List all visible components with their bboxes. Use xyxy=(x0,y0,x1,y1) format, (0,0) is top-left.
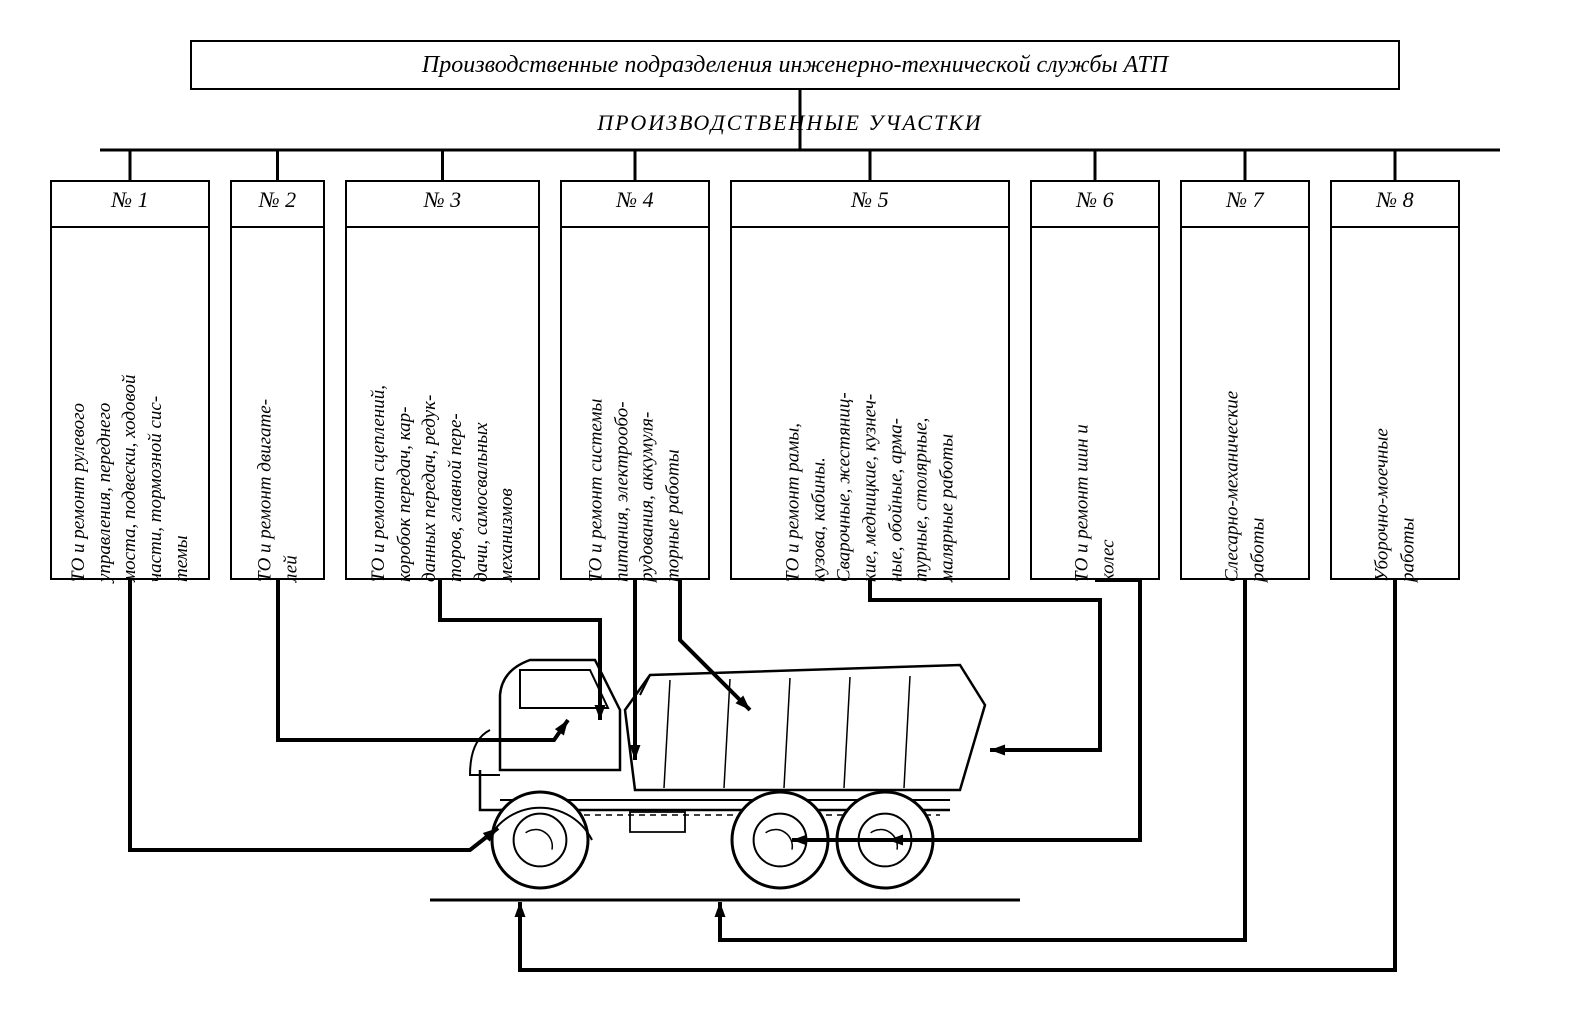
section-header: № 5 xyxy=(732,182,1008,228)
section-header: № 2 xyxy=(232,182,323,228)
section-box-s8: № 8 Уборочно-моечные работы xyxy=(1330,180,1460,580)
diagram-canvas: Производственные подразделения инженерно… xyxy=(20,20,1572,990)
section-body: Слесарно-механические работы xyxy=(1182,228,1308,588)
section-box-s7: № 7 Слесарно-механические работы xyxy=(1180,180,1310,580)
section-box-s2: № 2 ТО и ремонт двигате- лей xyxy=(230,180,325,580)
section-body-text: ТО и ремонт системы питания, электрообо-… xyxy=(584,234,687,582)
section-header: № 4 xyxy=(562,182,708,228)
section-body-text: ТО и ремонт шин и колес xyxy=(1069,234,1120,582)
section-body-text: ТО и ремонт рамы, кузова, кабины. Свароч… xyxy=(780,234,959,582)
section-header: № 7 xyxy=(1182,182,1308,228)
section-box-s1: № 1 ТО и ремонт рулевого управления, пере… xyxy=(50,180,210,580)
section-body: ТО и ремонт шин и колес xyxy=(1032,228,1158,588)
section-header: № 6 xyxy=(1032,182,1158,228)
section-box-s4: № 4 ТО и ремонт системы питания, электроо… xyxy=(560,180,710,580)
main-title-text: Производственные подразделения инженерно… xyxy=(422,52,1168,79)
section-header: № 3 xyxy=(347,182,538,228)
subtitle-text: ПРОИЗВОДСТВЕННЫЕ УЧАСТКИ xyxy=(597,110,982,135)
section-body: ТО и ремонт двигате- лей xyxy=(232,228,323,588)
section-box-s5: № 5 ТО и ремонт рамы, кузова, кабины. Сва… xyxy=(730,180,1010,580)
section-body: ТО и ремонт системы питания, электрообо-… xyxy=(562,228,708,588)
section-body-text: Уборочно-моечные работы xyxy=(1369,234,1420,582)
section-body: ТО и ремонт сцеплений, коробок передач, … xyxy=(347,228,538,588)
section-body: ТО и ремонт рамы, кузова, кабины. Свароч… xyxy=(732,228,1008,588)
section-body-text: ТО и ремонт двигате- лей xyxy=(252,234,303,582)
subtitle: ПРОИЗВОДСТВЕННЫЕ УЧАСТКИ xyxy=(490,110,1090,136)
section-header: № 8 xyxy=(1332,182,1458,228)
section-box-s3: № 3 ТО и ремонт сцеплений, коробок переда… xyxy=(345,180,540,580)
section-body-text: Слесарно-механические работы xyxy=(1219,234,1270,582)
section-body: Уборочно-моечные работы xyxy=(1332,228,1458,588)
main-title: Производственные подразделения инженерно… xyxy=(190,40,1400,90)
section-body-text: ТО и ремонт сцеплений, коробок передач, … xyxy=(366,234,520,582)
section-body-text: ТО и ремонт рулевого управления, передне… xyxy=(66,234,194,582)
section-box-s6: № 6 ТО и ремонт шин и колес xyxy=(1030,180,1160,580)
section-body: ТО и ремонт рулевого управления, передне… xyxy=(52,228,208,588)
section-header: № 1 xyxy=(52,182,208,228)
